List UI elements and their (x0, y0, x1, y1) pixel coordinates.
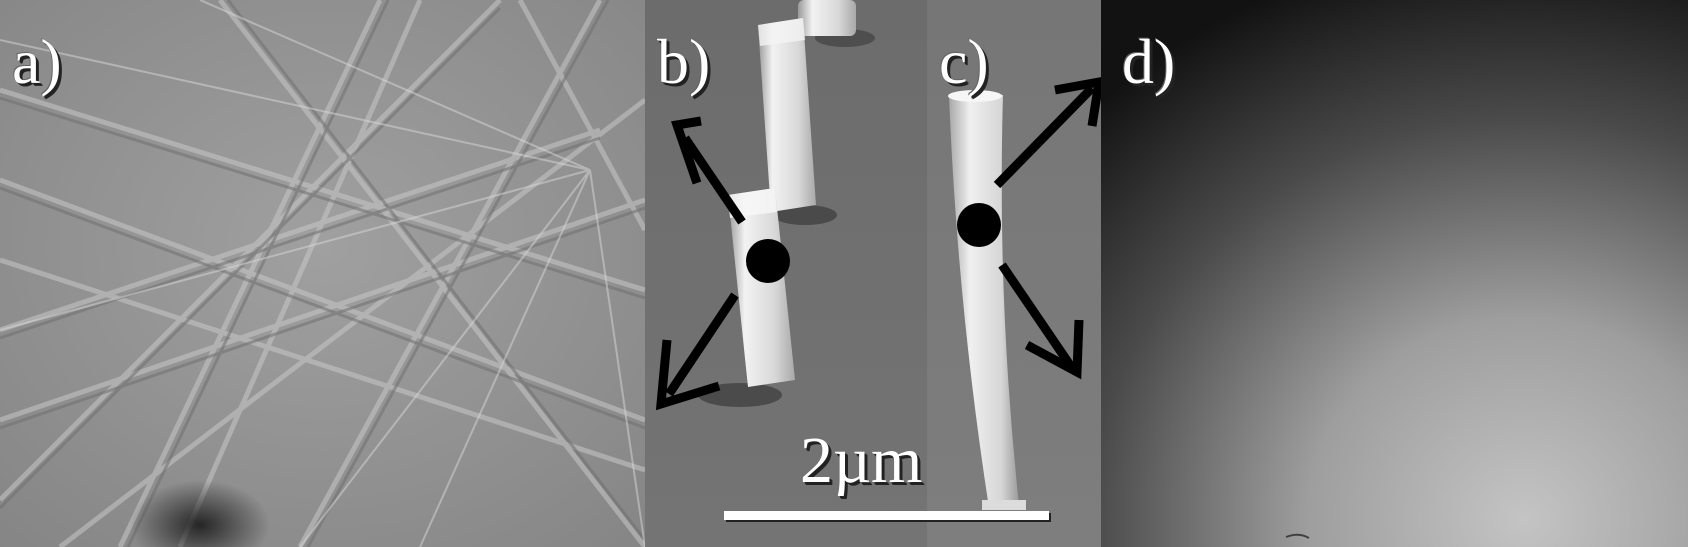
panel-d: d) (1101, 0, 1688, 547)
sem-pillar-tilted-image (645, 0, 927, 547)
panel-a: a) (0, 0, 645, 547)
scale-bar-label: 2µm (800, 424, 923, 497)
panel-b: b) (645, 0, 927, 547)
panel-b-label: b) (657, 26, 711, 97)
kikuchi-pattern-image (0, 0, 645, 547)
panel-c: c) (927, 0, 1101, 547)
sem-pillar-bent-image (927, 0, 1101, 547)
panel-c-label: c) (939, 26, 989, 97)
scale-bar (724, 511, 1049, 520)
panel-d-label: d) (1122, 26, 1176, 97)
panel-a-label: a) (12, 26, 62, 97)
diffuse-pattern-image (1101, 0, 1688, 547)
